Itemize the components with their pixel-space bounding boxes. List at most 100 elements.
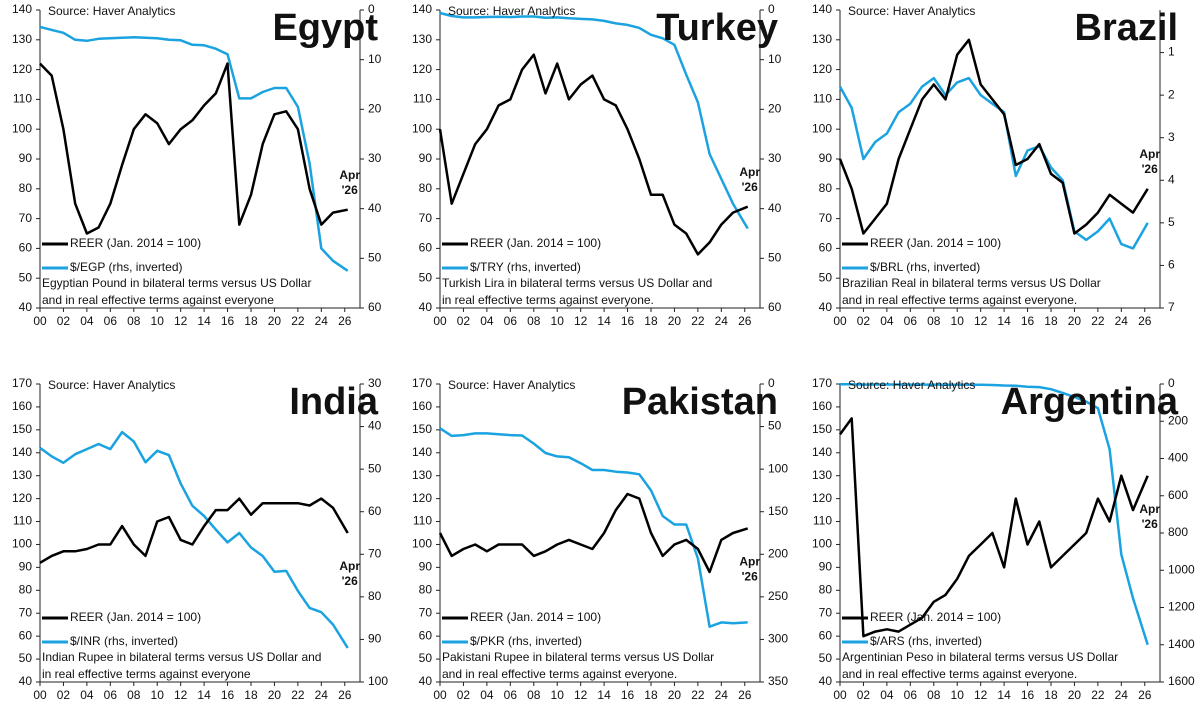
x-tick-label: 04 <box>880 688 894 702</box>
x-tick-label: 20 <box>268 314 282 328</box>
x-tick-label: 10 <box>551 688 565 702</box>
y2-tick-label: 0 <box>768 376 775 390</box>
y-tick-label: 40 <box>819 300 833 314</box>
legend-label: REER (Jan. 2014 = 100) <box>470 236 601 250</box>
x-tick-label: 10 <box>951 314 965 328</box>
x-tick-label: 08 <box>927 688 941 702</box>
chart-title: Brazil <box>1075 7 1178 49</box>
x-tick-label: 08 <box>127 688 141 702</box>
y2-tick-label: 200 <box>1168 413 1188 427</box>
y2-tick-label: 50 <box>368 461 382 475</box>
x-tick-label: 14 <box>197 314 211 328</box>
x-tick-label: 02 <box>57 314 71 328</box>
y-tick-label: 90 <box>419 151 433 165</box>
legend-label: REER (Jan. 2014 = 100) <box>470 610 601 624</box>
y-tick-label: 50 <box>419 270 433 284</box>
x-tick-label: 12 <box>974 314 988 328</box>
y-tick-label: 80 <box>419 181 433 195</box>
x-tick-label: 12 <box>174 688 188 702</box>
y-tick-label: 140 <box>12 2 32 16</box>
y-tick-label: 120 <box>412 62 432 76</box>
end-label: '26 <box>742 570 759 584</box>
x-tick-label: 16 <box>221 314 235 328</box>
y-tick-label: 90 <box>819 151 833 165</box>
y2-tick-label: 400 <box>1168 451 1188 465</box>
chart-title: Argentina <box>1001 381 1179 423</box>
y2-tick-label: 60 <box>368 504 382 518</box>
x-tick-label: 02 <box>457 688 471 702</box>
y2-tick-label: 1200 <box>1168 600 1195 614</box>
y2-tick-label: 30 <box>368 151 382 165</box>
y-tick-label: 120 <box>812 491 832 505</box>
y2-tick-label: 30 <box>368 376 382 390</box>
series-line <box>439 11 749 230</box>
y2-tick-label: 50 <box>768 419 782 433</box>
y2-tick-label: 3 <box>1168 130 1175 144</box>
x-tick-label: 04 <box>880 314 894 328</box>
y-tick-label: 50 <box>419 651 433 665</box>
y-tick-label: 130 <box>812 32 832 46</box>
y-tick-label: 160 <box>12 399 32 413</box>
y-tick-label: 130 <box>412 32 432 46</box>
x-tick-label: 06 <box>104 314 118 328</box>
y2-tick-label: 4 <box>1168 172 1175 186</box>
y2-tick-label: 40 <box>368 201 382 215</box>
note: in real effective terms against everyone… <box>442 293 654 307</box>
series-line <box>39 497 349 564</box>
y2-tick-label: 50 <box>368 251 382 265</box>
y2-tick-label: 20 <box>368 102 382 116</box>
x-tick-label: 06 <box>904 314 918 328</box>
x-tick-label: 22 <box>691 314 705 328</box>
end-label: Apr <box>339 559 360 573</box>
y-tick-label: 80 <box>19 582 33 596</box>
y-tick-label: 40 <box>19 674 33 688</box>
chart-title: Turkey <box>656 7 778 49</box>
y2-tick-label: 70 <box>368 546 382 560</box>
x-tick-label: 00 <box>433 688 447 702</box>
y2-tick-label: 7 <box>1168 300 1175 314</box>
x-tick-label: 06 <box>504 688 518 702</box>
x-tick-label: 18 <box>1044 314 1058 328</box>
x-tick-label: 26 <box>1138 688 1152 702</box>
x-tick-label: 00 <box>33 314 47 328</box>
x-tick-label: 20 <box>668 688 682 702</box>
x-tick-label: 26 <box>338 688 352 702</box>
y-tick-label: 60 <box>19 241 33 255</box>
x-tick-label: 26 <box>1138 314 1152 328</box>
x-tick-label: 24 <box>715 314 729 328</box>
y2-tick-label: 350 <box>768 674 788 688</box>
y2-tick-label: 40 <box>368 419 382 433</box>
y-tick-label: 70 <box>819 211 833 225</box>
end-label: '26 <box>1142 517 1159 531</box>
y-tick-label: 160 <box>412 399 432 413</box>
y2-tick-label: 90 <box>368 632 382 646</box>
series-line <box>39 25 349 272</box>
y-tick-label: 90 <box>19 560 33 574</box>
end-label: '26 <box>1142 162 1159 176</box>
note: Turkish Lira in bilateral terms versus U… <box>442 276 712 290</box>
y2-tick-label: 10 <box>368 52 382 66</box>
y2-tick-label: 300 <box>768 632 788 646</box>
y-tick-label: 160 <box>812 399 832 413</box>
x-tick-label: 06 <box>104 688 118 702</box>
y2-tick-label: 0 <box>1168 376 1175 390</box>
y2-tick-label: 40 <box>768 201 782 215</box>
end-label: Apr <box>739 555 760 569</box>
end-label: '26 <box>742 180 759 194</box>
x-tick-label: 18 <box>1044 688 1058 702</box>
x-tick-label: 12 <box>174 314 188 328</box>
x-tick-label: 06 <box>904 688 918 702</box>
y2-tick-label: 2 <box>1168 87 1175 101</box>
note: in real effective terms against everyone <box>42 667 251 681</box>
x-tick-label: 22 <box>291 314 305 328</box>
legend-label: REER (Jan. 2014 = 100) <box>870 236 1001 250</box>
x-tick-label: 22 <box>691 688 705 702</box>
y-tick-label: 40 <box>819 674 833 688</box>
y2-tick-label: 1400 <box>1168 637 1195 651</box>
y2-tick-label: 6 <box>1168 258 1175 272</box>
y-tick-label: 100 <box>412 121 432 135</box>
x-tick-label: 24 <box>315 314 329 328</box>
